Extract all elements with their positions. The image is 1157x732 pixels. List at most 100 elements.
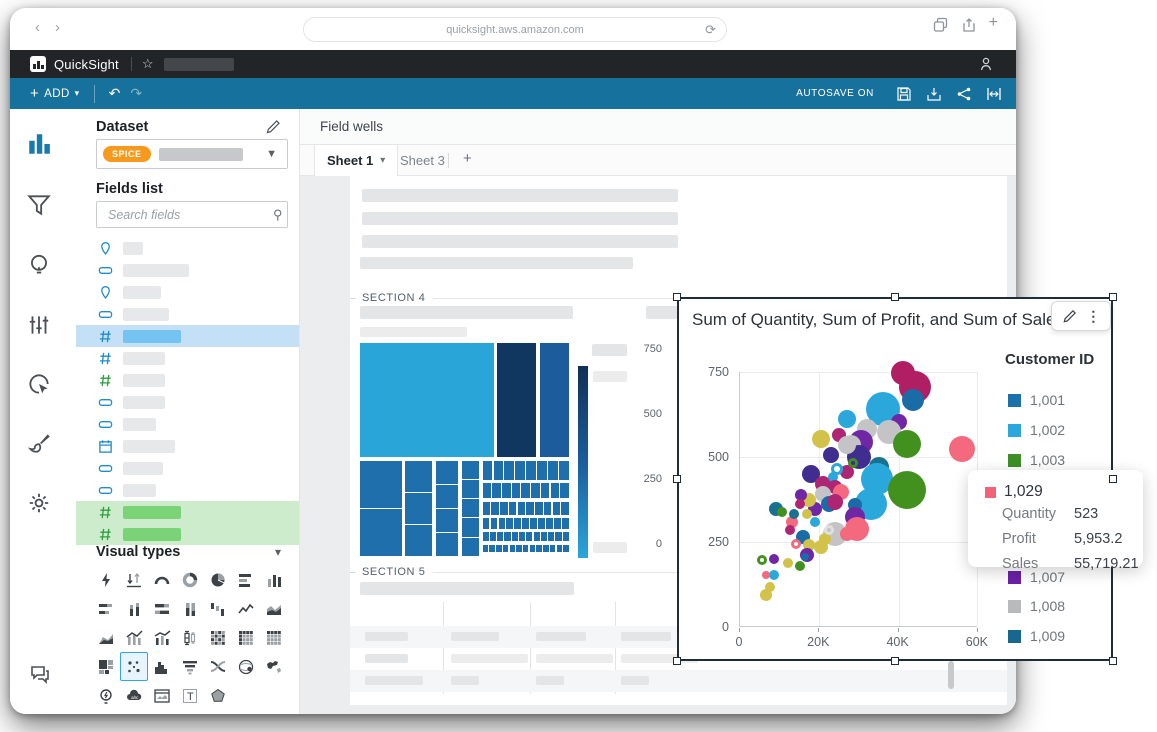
browser-forward-icon[interactable]: › [55, 19, 60, 36]
scatter-bubble[interactable] [838, 409, 857, 428]
add-sheet-button[interactable]: + [463, 150, 472, 167]
visual-type-vertical-bar-icon[interactable] [260, 565, 288, 594]
search-icon[interactable]: ⚲ [273, 206, 283, 222]
visual-type-histogram-icon[interactable] [148, 652, 176, 681]
field-item-9[interactable] [76, 413, 299, 435]
field-item-11[interactable] [76, 457, 299, 479]
share-page-icon[interactable] [961, 17, 977, 33]
scatter-bubble[interactable] [810, 516, 821, 527]
export-icon[interactable] [926, 86, 942, 102]
visual-type-shapes-icon[interactable] [204, 681, 232, 710]
favorite-star-icon[interactable]: ☆ [141, 56, 154, 71]
visual-type-horizontal-bar-icon[interactable] [232, 565, 260, 594]
scatter-bubble[interactable] [794, 498, 805, 509]
rail-item-feedback[interactable] [28, 662, 52, 686]
scatter-bubble[interactable] [795, 489, 808, 502]
rail-item-actions[interactable] [26, 371, 52, 397]
field-item-10[interactable] [76, 435, 299, 457]
scatter-plot-area[interactable] [739, 360, 978, 627]
resize-handle[interactable] [891, 293, 899, 301]
resize-handle[interactable] [673, 293, 681, 301]
scatter-bubble[interactable] [801, 552, 810, 561]
rail-item-settings[interactable] [26, 490, 52, 516]
quicksight-logo-icon[interactable] [30, 56, 46, 72]
visual-type-funnel-icon[interactable] [176, 652, 204, 681]
visual-type-points-on-map-icon[interactable] [232, 652, 260, 681]
scatter-bubble[interactable] [761, 570, 770, 579]
scatter-bubble[interactable] [756, 555, 767, 566]
visual-type-heatmap-icon[interactable] [204, 623, 232, 652]
scatter-bubble[interactable] [828, 472, 839, 483]
user-icon[interactable] [978, 56, 994, 72]
scatter-bubble[interactable] [840, 526, 855, 541]
scatter-bubble[interactable] [768, 554, 779, 564]
field-item-2[interactable] [76, 259, 299, 281]
legend-item-1007[interactable]: 1,007 [1008, 569, 1065, 585]
visual-type-insights-icon[interactable] [92, 681, 120, 710]
scatter-bubble[interactable] [848, 458, 859, 469]
visual-type-line-chart-icon[interactable] [232, 594, 260, 623]
visual-type-word-cloud-icon[interactable]: abc [120, 681, 148, 710]
dataset-select[interactable]: SPICE ▼ [96, 139, 288, 169]
rail-item-insights[interactable] [26, 252, 52, 278]
edit-visual-icon[interactable] [1062, 309, 1077, 324]
save-icon[interactable] [896, 86, 912, 102]
resize-handle[interactable] [673, 657, 681, 665]
scatter-bubble[interactable] [819, 532, 832, 545]
scatter-bubble[interactable] [764, 581, 775, 592]
visual-type-donut-chart-icon[interactable] [176, 565, 204, 594]
visual-type-kpi-icon[interactable] [120, 565, 148, 594]
field-item-1[interactable] [76, 237, 299, 259]
visual-type-pie-chart-icon[interactable] [204, 565, 232, 594]
visual-type-stacked-horizontal-bar-icon[interactable] [92, 594, 120, 623]
scatter-bubble[interactable] [768, 569, 779, 580]
tab-sheet-1[interactable]: Sheet 1 ▾ [314, 145, 399, 176]
scatter-bubble[interactable] [901, 388, 924, 411]
legend-item-1001[interactable]: 1,001 [1008, 392, 1065, 408]
table-scrollbar[interactable] [948, 661, 954, 689]
collapse-visual-types-icon[interactable]: ▾ [274, 545, 281, 559]
visual-type-stacked-100-vertical-bar-icon[interactable] [176, 594, 204, 623]
search-fields-input[interactable] [106, 206, 273, 223]
visual-menu-icon[interactable]: ⋮ [1086, 307, 1101, 324]
visual-type-stacked-100-horizontal-bar-icon[interactable] [148, 594, 176, 623]
scatter-bubble[interactable] [788, 509, 799, 520]
scatter-bubble[interactable] [823, 446, 840, 463]
legend-item-1009[interactable]: 1,009 [1008, 628, 1065, 644]
visual-type-stacked-area-icon[interactable] [92, 623, 120, 652]
share-icon[interactable] [956, 86, 972, 102]
scatter-bubble[interactable] [812, 429, 831, 448]
visual-type-auto-graph-icon[interactable] [92, 565, 120, 594]
field-item-14[interactable] [76, 523, 299, 545]
visual-type-custom-visual-icon[interactable] [148, 681, 176, 710]
field-item-13[interactable] [76, 501, 299, 523]
resize-handle[interactable] [1109, 475, 1117, 483]
resize-handle[interactable] [673, 475, 681, 483]
scatter-bubble[interactable] [827, 493, 844, 510]
scatter-bubble[interactable] [759, 589, 772, 602]
redo-button[interactable]: ↷ [130, 85, 143, 101]
scatter-bubble[interactable] [840, 464, 855, 479]
url-bar[interactable]: quicksight.aws.amazon.com ⟳ [303, 17, 727, 42]
tab-sheet-3[interactable]: Sheet 3 [400, 153, 445, 168]
rail-item-visualize[interactable] [26, 131, 52, 157]
visual-type-pivot-table-icon[interactable] [232, 623, 260, 652]
rail-item-filter[interactable] [26, 192, 52, 218]
legend-item-1002[interactable]: 1,002 [1008, 422, 1065, 438]
visual-type-stacked-vertical-bar-icon[interactable] [120, 594, 148, 623]
scatter-bubble[interactable] [802, 509, 813, 520]
scatter-bubble[interactable] [949, 435, 976, 462]
visual-type-treemap-icon[interactable] [92, 652, 120, 681]
scatter-bubble[interactable] [887, 470, 926, 509]
visual-type-table-icon[interactable] [260, 623, 288, 652]
fit-width-icon[interactable] [986, 86, 1002, 102]
scatter-bubble[interactable] [776, 507, 787, 518]
treemap-chart[interactable] [360, 343, 570, 557]
field-item-6[interactable] [76, 347, 299, 369]
field-item-5[interactable] [76, 325, 299, 347]
undo-button[interactable]: ↶ [108, 85, 121, 101]
field-item-3[interactable] [76, 281, 299, 303]
field-item-8[interactable] [76, 391, 299, 413]
legend-item-1003[interactable]: 1,003 [1008, 452, 1065, 468]
field-wells-bar[interactable]: Field wells [300, 109, 1016, 145]
